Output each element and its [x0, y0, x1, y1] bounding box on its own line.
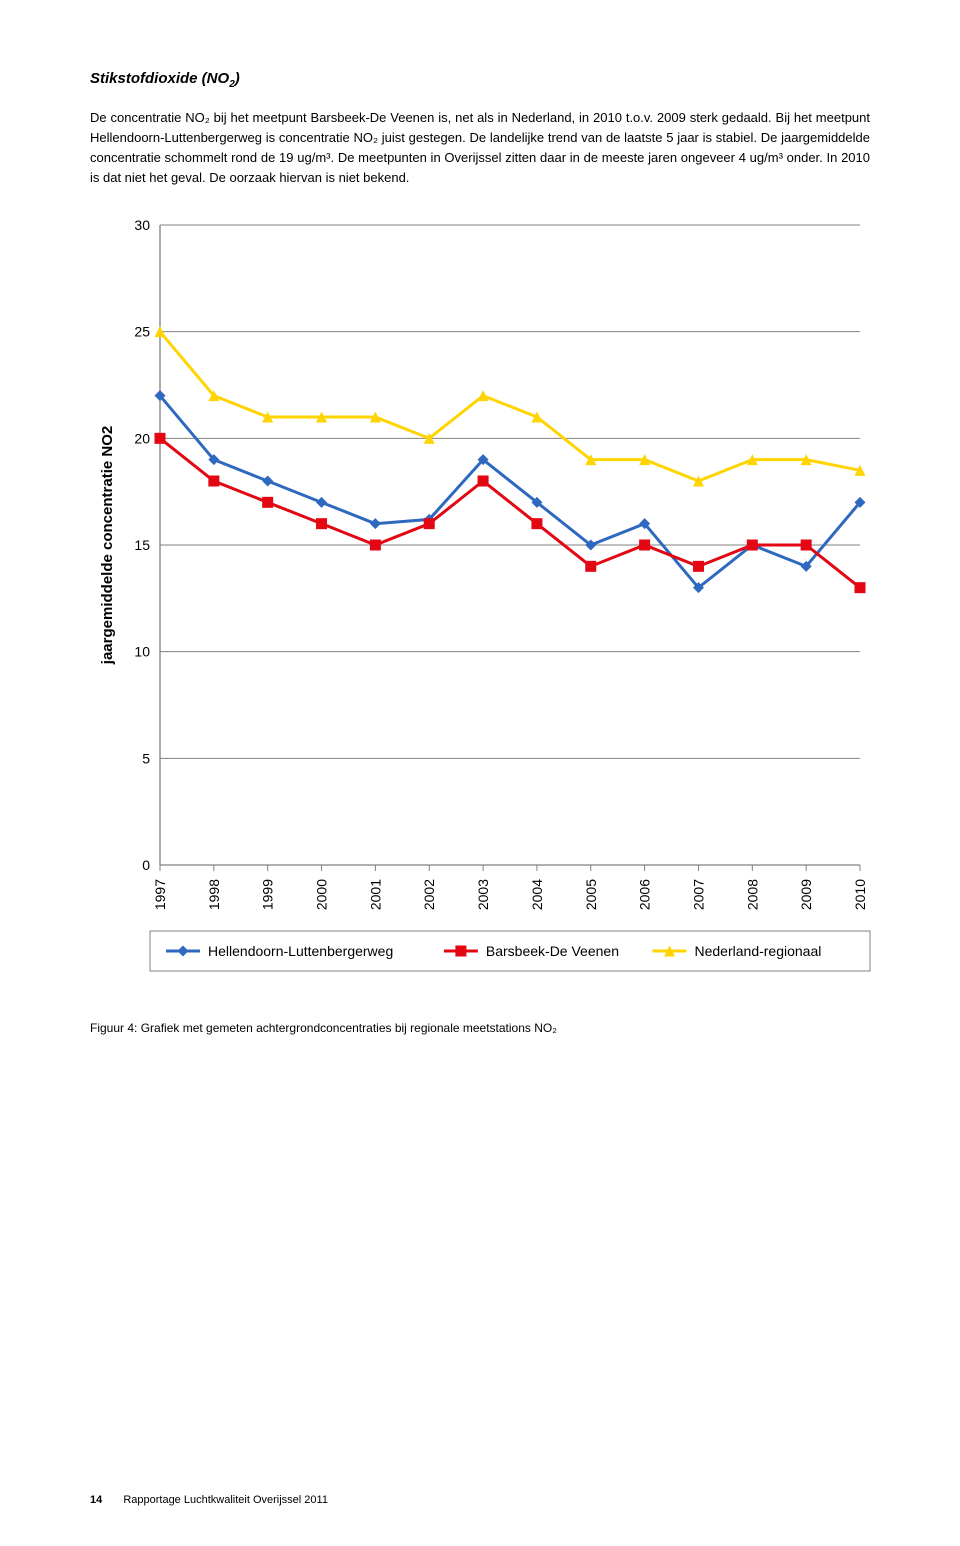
svg-text:15: 15 — [134, 537, 150, 553]
svg-text:2000: 2000 — [314, 878, 330, 909]
title-suffix: ) — [235, 70, 240, 87]
svg-text:Nederland-regionaal: Nederland-regionaal — [695, 943, 822, 959]
chart-svg: 0 5 10 15 20 25 30 1997 1998 1999 2000 2001 2002 2003… — [90, 215, 880, 985]
svg-text:2006: 2006 — [637, 878, 653, 909]
title-prefix: Stikstofdioxide (NO — [90, 70, 229, 87]
svg-text:25: 25 — [134, 323, 150, 339]
chart-figure: 0 5 10 15 20 25 30 1997 1998 1999 2000 2001 2002 2003… — [90, 215, 870, 985]
svg-text:10: 10 — [134, 643, 150, 659]
footer-text: Rapportage Luchtkwaliteit Overijssel 201… — [123, 1494, 328, 1506]
svg-text:2003: 2003 — [475, 878, 491, 909]
svg-text:2002: 2002 — [421, 878, 437, 909]
svg-text:2008: 2008 — [744, 878, 760, 909]
figure-caption: Figuur 4: Grafiek met gemeten achtergron… — [90, 1021, 870, 1035]
page-number: 14 — [90, 1494, 102, 1506]
section-title: Stikstofdioxide (NO2) — [90, 70, 870, 90]
svg-text:2009: 2009 — [798, 878, 814, 909]
svg-text:2004: 2004 — [529, 878, 545, 909]
svg-text:5: 5 — [142, 750, 150, 766]
page-footer: 14 Rapportage Luchtkwaliteit Overijssel … — [90, 1494, 328, 1506]
svg-text:2001: 2001 — [367, 878, 383, 909]
svg-text:jaargemiddelde concentratie NO: jaargemiddelde concentratie NO2 — [99, 425, 116, 664]
svg-text:2005: 2005 — [583, 878, 599, 909]
svg-text:20: 20 — [134, 430, 150, 446]
body-paragraph: De concentratie NO₂ bij het meetpunt Bar… — [90, 108, 870, 189]
svg-text:30: 30 — [134, 217, 150, 233]
svg-text:2010: 2010 — [852, 878, 868, 909]
svg-text:1999: 1999 — [260, 878, 276, 909]
svg-text:2007: 2007 — [690, 878, 706, 909]
svg-text:0: 0 — [142, 857, 150, 873]
svg-text:1998: 1998 — [206, 878, 222, 909]
svg-text:Hellendoorn-Luttenbergerweg: Hellendoorn-Luttenbergerweg — [208, 943, 393, 959]
svg-text:Barsbeek-De Veenen: Barsbeek-De Veenen — [486, 943, 619, 959]
svg-text:1997: 1997 — [152, 878, 168, 909]
